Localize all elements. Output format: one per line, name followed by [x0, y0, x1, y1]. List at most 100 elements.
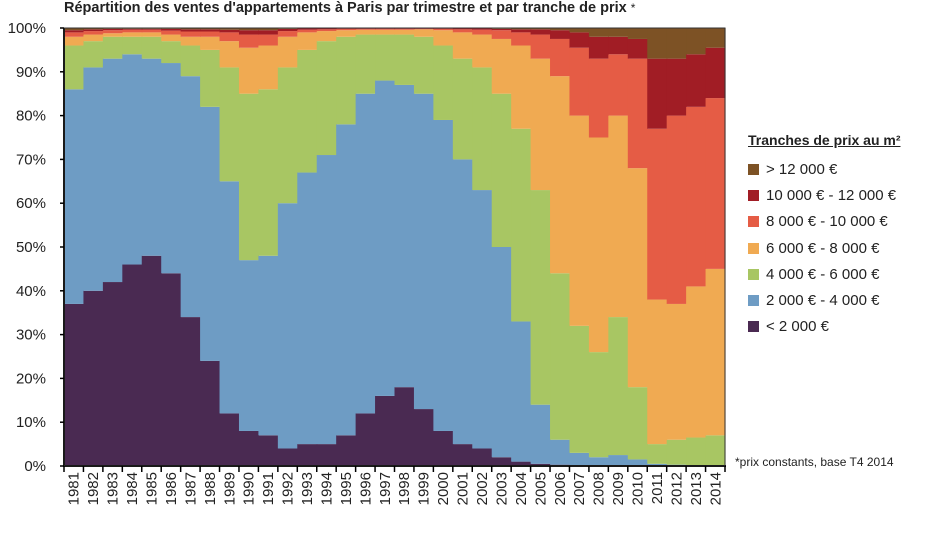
bar-segment-2013-s3: [686, 286, 707, 438]
legend-label: 10 000 € - 12 000 €: [766, 186, 897, 204]
bar-segment-2003-s0: [491, 457, 512, 466]
bar-segment-1997-s4: [375, 28, 396, 30]
legend: Tranches de prix au m² > 12 000 € 10 000 …: [748, 132, 901, 340]
bar-segment-2011-s2: [647, 444, 668, 464]
bar-segment-1984-s3: [122, 32, 143, 37]
bar-segment-2003-s5: [491, 28, 512, 31]
bar-segment-2005-s3: [530, 58, 551, 191]
bar-segment-2004-s0: [511, 461, 532, 466]
y-tick-label: 20%: [16, 370, 46, 387]
bar-segment-1990-s4: [238, 34, 260, 48]
bar-segment-1988-s3: [200, 36, 221, 50]
bar-segment-1996-s4: [355, 28, 376, 30]
x-tick-label: 1985: [143, 472, 160, 505]
bar-segment-2011-s1: [647, 463, 668, 466]
x-tick-label: 2001: [455, 472, 472, 505]
bar-segment-1991-s2: [258, 89, 279, 256]
bar-segment-1981-s2: [64, 45, 85, 90]
bar-segment-1992-s5: [277, 28, 298, 32]
bar-segment-1996-s2: [355, 34, 376, 94]
bar-segment-1982-s0: [83, 290, 104, 466]
bar-segment-2009-s3: [608, 115, 629, 318]
bar-segment-1988-s0: [200, 360, 221, 466]
x-tick-label: 2011: [649, 472, 666, 504]
bar-segment-2005-s1: [530, 404, 551, 464]
bar-segment-1981-s1: [64, 89, 85, 304]
bar-segment-1993-s5: [297, 28, 318, 30]
bar-segment-1989-s6: [219, 28, 240, 30]
x-tick-label: 2004: [513, 472, 530, 505]
bar-segment-1997-s0: [375, 395, 396, 466]
bar-segment-1999-s0: [413, 409, 434, 466]
bar-segment-2012-s5: [666, 58, 687, 116]
bar-segment-2008-s5: [588, 36, 609, 59]
legend-item: 8 000 € - 10 000 €: [748, 209, 901, 235]
x-tick-label: 1989: [221, 472, 238, 505]
bar-segment-1983-s5: [102, 28, 123, 31]
bar-segment-1997-s2: [375, 34, 396, 81]
bar-segment-1983-s1: [102, 58, 123, 283]
y-tick-label: 30%: [16, 327, 46, 344]
bar-segment-2010-s2: [627, 387, 648, 460]
legend-item: 6 000 € - 8 000 €: [748, 235, 901, 261]
bar-segment-1995-s1: [336, 124, 357, 436]
bar-segment-1982-s6: [83, 28, 104, 30]
title-marker: *: [630, 1, 636, 15]
bar-segment-1993-s3: [297, 32, 318, 50]
bar-segment-2001-s4: [452, 29, 473, 33]
bar-segment-2005-s0: [530, 463, 551, 466]
x-tick-label: 1992: [280, 472, 297, 505]
bar-segment-1989-s4: [219, 32, 240, 42]
bar-segment-1987-s6: [180, 28, 201, 30]
bar-segment-1986-s0: [161, 273, 182, 466]
bar-segment-2014-s6: [705, 28, 726, 48]
bar-segment-1998-s2: [394, 34, 415, 85]
bar-segment-2003-s1: [491, 247, 512, 458]
bar-segment-1992-s2: [277, 67, 298, 204]
bar-segment-2004-s6: [511, 28, 532, 30]
bar-segment-2000-s2: [433, 45, 454, 120]
x-tick-label: 1983: [105, 472, 122, 505]
bar-segment-1990-s0: [238, 430, 260, 466]
bar-segment-2008-s1: [588, 457, 609, 466]
bar-segment-1991-s0: [258, 435, 279, 466]
legend-label: 6 000 € - 8 000 €: [766, 239, 880, 257]
bar-segment-2007-s1: [569, 452, 590, 466]
bar-segment-1989-s3: [219, 41, 240, 68]
x-tick-label: 1986: [163, 472, 180, 505]
bar-segment-1988-s4: [200, 31, 221, 37]
bar-segment-1990-s1: [238, 260, 260, 431]
bar-segment-2009-s6: [608, 28, 629, 37]
y-tick-label: 0%: [24, 458, 46, 475]
x-tick-label: 2003: [493, 472, 510, 505]
legend-swatch: [748, 321, 759, 333]
bar-segment-1996-s0: [355, 413, 376, 466]
bar-segment-1992-s0: [277, 448, 298, 466]
bar-segment-2002-s5: [472, 28, 493, 30]
x-tick-label: 1991: [260, 472, 277, 505]
bar-segment-2007-s4: [569, 47, 590, 116]
bar-segment-1995-s2: [336, 36, 357, 125]
bar-segment-1984-s5: [122, 28, 143, 30]
bar-segment-2004-s3: [511, 45, 532, 129]
legend-label: 8 000 € - 10 000 €: [766, 213, 888, 231]
bar-segment-1994-s0: [316, 444, 337, 466]
bar-segment-2012-s6: [666, 28, 687, 59]
bar-segment-1987-s5: [180, 29, 201, 32]
bar-segment-1987-s3: [180, 36, 201, 46]
bar-segment-1986-s3: [161, 34, 182, 42]
bar-segment-2000-s3: [433, 30, 454, 46]
legend-item: > 12 000 €: [748, 156, 901, 182]
bar-segment-1981-s6: [64, 28, 85, 31]
bar-segment-1992-s3: [277, 36, 298, 68]
bar-segment-2011-s6: [647, 28, 668, 59]
bar-segment-2007-s6: [569, 28, 590, 33]
bar-segment-1998-s4: [394, 28, 415, 30]
bar-segment-1989-s0: [219, 413, 240, 466]
legend-swatch: [748, 163, 759, 175]
bar-segment-2011-s3: [647, 299, 668, 445]
bar-segment-1999-s1: [413, 93, 434, 410]
bar-segment-2005-s2: [530, 190, 551, 405]
bar-segment-2009-s2: [608, 317, 629, 456]
